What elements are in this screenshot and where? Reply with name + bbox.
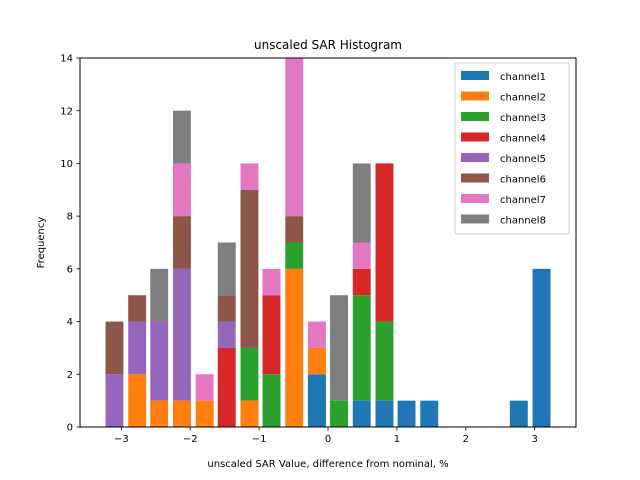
x-tick-label: 3 bbox=[531, 434, 537, 445]
bars-layer bbox=[105, 58, 551, 427]
y-tick-label: 4 bbox=[67, 317, 73, 328]
bar-channel3-bin-6 bbox=[240, 347, 259, 401]
x-axis-label: unscaled SAR Value, difference from nomi… bbox=[207, 459, 448, 470]
bar-channel4-bin-5 bbox=[217, 347, 236, 427]
bar-channel3-bin-7 bbox=[262, 374, 281, 427]
y-tick-label: 8 bbox=[67, 212, 73, 223]
bar-channel8-bin-10 bbox=[330, 295, 348, 401]
chart-title: unscaled SAR Histogram bbox=[254, 38, 402, 52]
bar-channel4-bin-12 bbox=[375, 163, 394, 322]
bar-channel8-bin-5 bbox=[217, 242, 236, 296]
bar-channel2-bin-4 bbox=[195, 400, 214, 427]
bar-channel1-bin-19 bbox=[532, 268, 551, 427]
bar-channel6-bin-1 bbox=[128, 295, 147, 322]
y-tick-label: 10 bbox=[60, 159, 73, 170]
bar-channel1-bin-12 bbox=[375, 400, 394, 427]
bar-channel5-bin-2 bbox=[150, 321, 169, 401]
legend-swatch-channel3 bbox=[461, 112, 489, 121]
bar-channel2-bin-6 bbox=[240, 400, 259, 427]
bar-channel7-bin-4 bbox=[195, 374, 214, 401]
legend-label-channel7: channel7 bbox=[500, 195, 546, 206]
legend-swatch-channel5 bbox=[461, 153, 489, 162]
bar-channel8-bin-2 bbox=[150, 268, 169, 322]
bar-channel7-bin-8 bbox=[285, 58, 304, 217]
legend-swatch-channel6 bbox=[461, 173, 489, 183]
bar-channel1-bin-14 bbox=[420, 400, 439, 427]
x-tick-label: 1 bbox=[394, 434, 400, 445]
bar-channel5-bin-1 bbox=[128, 321, 147, 375]
y-axis-label: Frequency bbox=[36, 217, 47, 269]
legend-swatch-channel4 bbox=[461, 132, 489, 142]
x-tick-label: −2 bbox=[183, 434, 198, 445]
y-tick-label: 12 bbox=[60, 106, 73, 117]
bar-channel7-bin-9 bbox=[308, 321, 326, 348]
bar-channel6-bin-8 bbox=[285, 216, 304, 243]
y-tick-label: 14 bbox=[60, 54, 73, 65]
legend-swatch-channel1 bbox=[461, 71, 489, 80]
y-tick-label: 6 bbox=[67, 264, 73, 275]
y-tick-label: 2 bbox=[67, 370, 73, 381]
x-tick-label: 2 bbox=[463, 434, 469, 445]
bar-channel7-bin-7 bbox=[262, 268, 281, 296]
bar-channel2-bin-3 bbox=[173, 400, 191, 427]
legend-frame bbox=[454, 62, 570, 235]
legend-swatch-channel8 bbox=[461, 214, 489, 224]
legend-label-channel6: channel6 bbox=[500, 175, 546, 186]
x-tick-label: 0 bbox=[325, 434, 331, 445]
bar-channel2-bin-9 bbox=[308, 347, 326, 375]
y-tick-label: 0 bbox=[67, 423, 73, 434]
x-tick-label: −3 bbox=[114, 434, 129, 445]
bar-channel3-bin-8 bbox=[285, 242, 304, 269]
legend-label-channel3: channel3 bbox=[500, 113, 546, 124]
bar-channel5-bin-0 bbox=[105, 374, 124, 427]
bar-channel1-bin-18 bbox=[509, 400, 528, 427]
legend: channel1 channel2 channel3 channel4 channel5… bbox=[454, 62, 570, 235]
bar-channel4-bin-11 bbox=[352, 268, 371, 296]
bar-channel5-bin-3 bbox=[173, 268, 191, 401]
x-axis-ticks: −3 −2 −1 0 1 2 3 bbox=[114, 427, 538, 445]
bar-channel6-bin-3 bbox=[173, 216, 191, 269]
bar-channel4-bin-7 bbox=[262, 295, 281, 375]
bar-channel6-bin-0 bbox=[105, 321, 124, 375]
bar-channel3-bin-12 bbox=[375, 321, 394, 401]
bar-channel2-bin-8 bbox=[285, 268, 304, 427]
bar-channel7-bin-3 bbox=[173, 163, 191, 217]
legend-label-channel5: channel5 bbox=[500, 154, 546, 165]
legend-label-channel8: channel8 bbox=[500, 216, 546, 227]
bar-channel7-bin-6 bbox=[240, 163, 259, 190]
bar-channel8-bin-3 bbox=[173, 110, 191, 164]
x-tick-label: −1 bbox=[252, 434, 267, 445]
bar-channel7-bin-11 bbox=[352, 242, 371, 269]
bar-channel2-bin-1 bbox=[128, 374, 147, 427]
bar-channel5-bin-5 bbox=[217, 321, 236, 348]
legend-label-channel1: channel1 bbox=[500, 72, 546, 83]
bar-channel2-bin-2 bbox=[150, 400, 169, 427]
legend-label-channel2: channel2 bbox=[500, 93, 546, 104]
bar-channel6-bin-6 bbox=[240, 189, 259, 348]
legend-label-channel4: channel4 bbox=[500, 134, 546, 145]
plot-frame bbox=[79, 57, 577, 428]
bar-channel3-bin-11 bbox=[352, 295, 371, 401]
bar-channel1-bin-9 bbox=[308, 374, 326, 427]
bar-channel6-bin-5 bbox=[217, 295, 236, 322]
legend-swatch-channel2 bbox=[461, 91, 489, 101]
bar-channel1-bin-11 bbox=[352, 400, 371, 427]
bar-channel8-bin-11 bbox=[352, 163, 371, 243]
y-axis-ticks: 0 2 4 6 8 10 12 14 bbox=[60, 54, 80, 434]
legend-swatch-channel7 bbox=[461, 194, 489, 203]
bar-channel1-bin-13 bbox=[397, 400, 416, 427]
bar-channel3-bin-10 bbox=[330, 400, 348, 427]
